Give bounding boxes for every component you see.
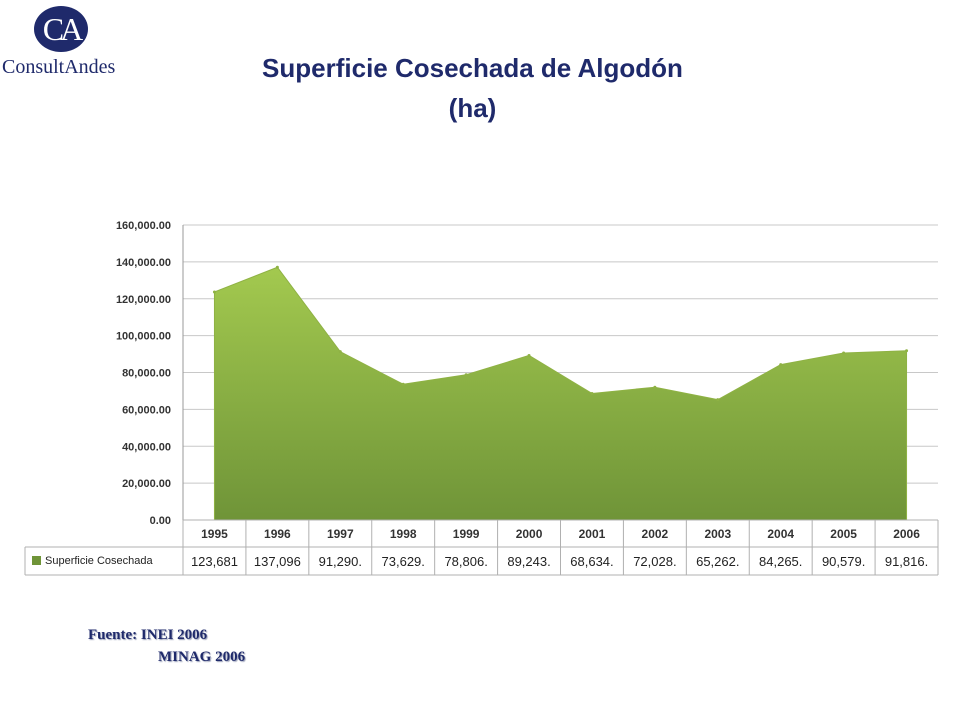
y-tick-label: 40,000.00 (122, 441, 171, 453)
x-category-label: 2003 (704, 527, 731, 541)
area-series-superficie-cosechada (213, 266, 908, 521)
source-line-1: Fuente: INEI 2006 (88, 627, 208, 643)
table-value: 91,816. (885, 554, 928, 569)
y-tick-label: 100,000.00 (116, 331, 171, 343)
x-category-label: 2000 (516, 527, 543, 541)
y-tick-label: 120,000.00 (116, 294, 171, 306)
logo-circle-icon (34, 6, 88, 52)
x-category-label: 2005 (830, 527, 857, 541)
data-point (653, 385, 657, 389)
data-point (779, 363, 783, 367)
legend-swatch (32, 556, 41, 565)
x-category-label: 1997 (327, 527, 354, 541)
area-chart: 0.00 20,000.00 40,000.00 60,000.00 80,000.00… (24, 220, 939, 576)
table-value: 72,028. (633, 554, 676, 569)
table-value: 78,806. (444, 554, 487, 569)
data-point (275, 265, 279, 269)
x-category-label: 2001 (579, 527, 606, 541)
source-line-2: MINAG 2006 (158, 649, 246, 665)
table-value: 91,290. (319, 554, 362, 569)
table-value: 73,629. (382, 554, 425, 569)
data-point (464, 373, 468, 377)
legend-label: Superficie Cosechada (45, 555, 154, 567)
x-category-label: 1999 (453, 527, 480, 541)
page-title: Superficie Cosechada de Algodón (ha) (150, 48, 795, 128)
data-point (401, 382, 405, 386)
title-line-1: Superficie Cosechada de Algodón (262, 53, 683, 83)
title-line-2: (ha) (448, 93, 497, 123)
x-category-label: 1996 (264, 527, 291, 541)
data-point (905, 349, 909, 353)
data-point (527, 353, 531, 357)
data-point (716, 398, 720, 402)
y-tick-label: 140,000.00 (116, 257, 171, 269)
logo-name: ConsultAndes (2, 56, 116, 78)
y-tick-label: 80,000.00 (122, 368, 171, 380)
x-category-label: 2002 (642, 527, 669, 541)
y-tick-label: 0.00 (150, 515, 171, 527)
table-value: 137,096 (254, 554, 301, 569)
x-category-label: 1998 (390, 527, 417, 541)
table-value: 123,681 (191, 554, 238, 569)
data-point (590, 391, 594, 395)
consultandes-logo: CA ConsultAndes (0, 0, 140, 86)
y-tick-label: 20,000.00 (122, 478, 171, 490)
table-value: 90,579. (822, 554, 865, 569)
data-point (338, 350, 342, 354)
table-value: 65,262. (696, 554, 739, 569)
x-category-label: 2006 (893, 527, 920, 541)
data-point (212, 290, 216, 294)
table-value: 68,634. (570, 554, 613, 569)
x-category-label: 2004 (767, 527, 794, 541)
table-value: 84,265. (759, 554, 802, 569)
table-value: 89,243. (507, 554, 550, 569)
source-note: Fuente: INEI 2006 MINAG 2006 (88, 624, 245, 668)
y-tick-label: 60,000.00 (122, 404, 171, 416)
x-category-label: 1995 (201, 527, 228, 541)
logo-letters: CA (42, 11, 83, 47)
y-tick-label: 160,000.00 (116, 220, 171, 232)
data-point (842, 351, 846, 355)
